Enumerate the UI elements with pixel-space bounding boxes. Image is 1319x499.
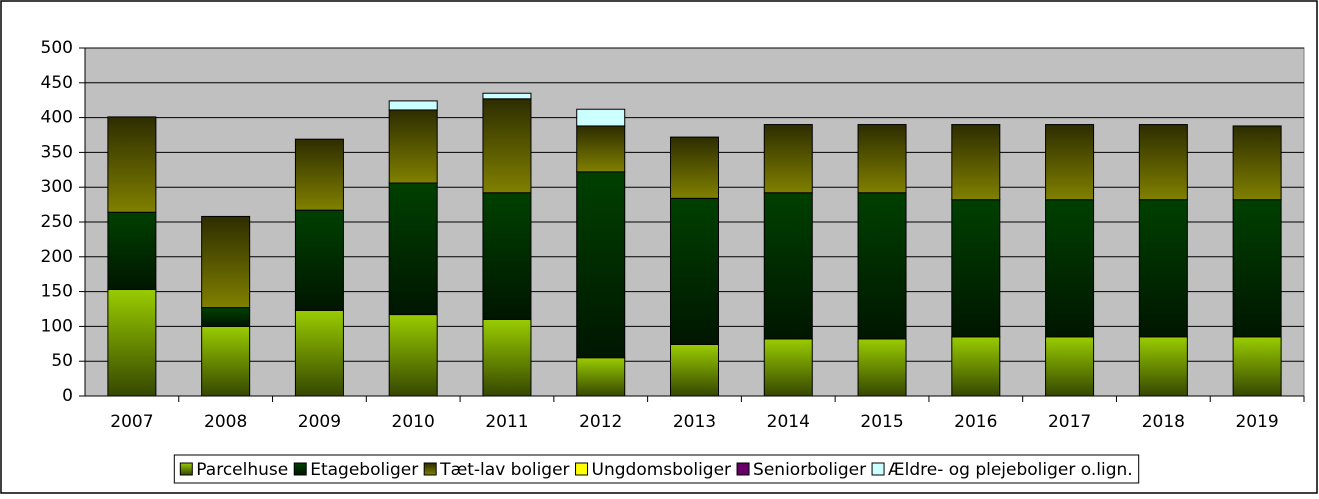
bar-segment (576, 125, 626, 173)
x-tick-label: 2007 (110, 412, 153, 432)
x-tick-label: 2008 (204, 412, 247, 432)
bar-segment (857, 338, 907, 397)
bar-segment (763, 124, 813, 194)
bar-segment (1138, 199, 1188, 338)
bar-segment (951, 199, 1001, 338)
bar-segment (294, 309, 344, 397)
legend-swatch (871, 462, 885, 476)
y-tick-label: 500 (41, 38, 73, 58)
bar-segment (201, 215, 251, 309)
x-tick-label: 2012 (579, 412, 622, 432)
bar-segment (482, 318, 532, 397)
bar-segment (482, 192, 532, 320)
bar-segment (1138, 124, 1188, 201)
bar-segment (388, 109, 438, 184)
y-tick-label: 400 (41, 108, 73, 128)
bar-segment (482, 98, 532, 194)
bar-segment (388, 100, 438, 111)
bar-segment (294, 209, 344, 311)
y-tick-label: 150 (41, 282, 73, 302)
bar-segment (1045, 199, 1095, 338)
legend-box (173, 454, 1140, 484)
legend-swatch (575, 462, 589, 476)
bar-segment (388, 314, 438, 397)
bar-segment (388, 182, 438, 316)
legend-label: Parcelhuse (196, 460, 288, 480)
bar-segment (951, 336, 1001, 397)
y-tick-label: 350 (41, 142, 73, 162)
y-tick-label: 200 (41, 247, 73, 267)
legend-label: Tæt-lav boliger (439, 460, 569, 480)
legend-label: Ældre- og plejeboliger o.lign. (888, 460, 1133, 480)
bar-segment (1045, 336, 1095, 397)
y-tick-label: 0 (62, 386, 73, 406)
x-tick-label: 2019 (1235, 412, 1278, 432)
bar-segment (576, 357, 626, 397)
bar-segment (763, 192, 813, 340)
legend: Parcelhuse Etageboliger Tæt-lav boliger Ung… (173, 454, 1140, 484)
x-tick-label: 2015 (860, 412, 903, 432)
bar-segment (201, 307, 251, 327)
bar-segment (670, 343, 719, 397)
x-tick-label: 2017 (1048, 412, 1091, 432)
bar-segment (482, 92, 532, 100)
bar-segment (763, 338, 813, 397)
x-tick-label: 2011 (485, 412, 528, 432)
bar-segment (201, 325, 251, 397)
bar-segment (1138, 336, 1188, 397)
legend-label: Seniorboliger (753, 460, 866, 480)
y-tick-label: 50 (51, 351, 73, 371)
bar-segment (1232, 336, 1282, 397)
x-tick-label: 2009 (298, 412, 341, 432)
bar-segment (1232, 199, 1282, 338)
x-tick-label: 2014 (767, 412, 810, 432)
x-tick-label: 2016 (954, 412, 997, 432)
y-tick-label: 250 (41, 212, 73, 232)
bar-segment (576, 171, 626, 359)
y-tick-label: 300 (41, 177, 73, 197)
bar-segment (670, 136, 719, 199)
bar-segment (107, 289, 157, 397)
x-tick-label: 2010 (392, 412, 435, 432)
bar-segment (107, 211, 157, 291)
y-tick-label: 450 (41, 73, 73, 93)
legend-label: Etageboliger (310, 460, 418, 480)
bar-segment (951, 124, 1001, 201)
x-tick-label: 2013 (673, 412, 716, 432)
bar-segment (1232, 125, 1282, 201)
legend-swatch (423, 462, 437, 476)
bar-segment (294, 138, 344, 211)
bar-segment (107, 116, 157, 213)
y-tick-label: 100 (41, 316, 73, 336)
legend-swatch (179, 462, 193, 476)
bar-segment (857, 124, 907, 194)
legend-swatch (293, 462, 307, 476)
legend-swatch (736, 462, 750, 476)
x-tick-label: 2018 (1142, 412, 1185, 432)
bar-segment (576, 108, 626, 127)
bar-segment (1045, 124, 1095, 201)
bar-segment (670, 197, 719, 345)
legend-label: Ungdomsboliger (592, 460, 732, 480)
bar-segment (857, 192, 907, 340)
